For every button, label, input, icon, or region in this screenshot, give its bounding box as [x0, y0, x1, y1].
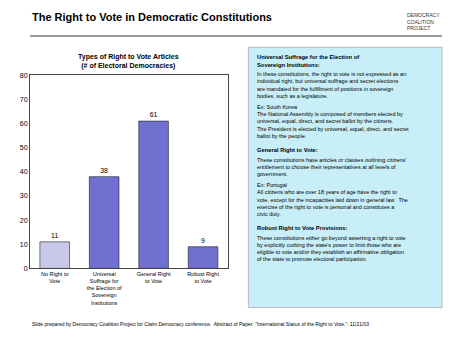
svg-text:10: 10 [20, 241, 28, 248]
svg-text:20: 20 [20, 217, 28, 224]
svg-text:by explicitly curbing the stat: by explicitly curbing the state's power … [257, 242, 401, 248]
svg-text:Types of Right to Vote Article: Types of Right to Vote Articles(# of Ele… [78, 53, 179, 70]
svg-text:universal, equal, direct, and: universal, equal, direct, and secret bal… [257, 118, 395, 124]
svg-text:Robust Right to Vote Provision: Robust Right to Vote Provisions: [257, 225, 347, 231]
svg-text:In these constitutions, the ri: In these constitutions, the right to vot… [257, 71, 406, 77]
svg-text:40: 40 [20, 168, 28, 175]
svg-text:Sovereign Institutions:: Sovereign Institutions: [257, 62, 320, 68]
svg-text:38: 38 [100, 167, 108, 174]
svg-text:0: 0 [24, 265, 28, 272]
svg-text:civic duty.: civic duty. [257, 211, 281, 217]
svg-text:ballot by the people.: ballot by the people. [257, 133, 307, 139]
svg-text:61: 61 [150, 111, 158, 118]
svg-text:These constitutions either go: These constitutions either go beyond ass… [257, 235, 406, 241]
svg-text:All citizens who are over 18 y: All citizens who are over 18 years of ag… [257, 189, 397, 195]
svg-text:General Rightto Vote: General Rightto Vote [137, 271, 171, 284]
svg-text:of the state to promote electo: of the state to promote electoral partic… [257, 256, 368, 262]
svg-text:Ex: South Korea: Ex: South Korea [257, 104, 298, 110]
svg-text:60: 60 [20, 120, 28, 127]
svg-text:Slide prepared by Democracy Co: Slide prepared by Democracy Coalition Pr… [32, 321, 369, 327]
svg-text:50: 50 [20, 144, 28, 151]
svg-text:vote, except for the incapacit: vote, except for the incapacities laid d… [257, 197, 408, 203]
svg-text:30: 30 [20, 192, 28, 199]
svg-text:Robust Rightto Vote: Robust Rightto Vote [187, 271, 219, 284]
svg-text:80: 80 [20, 72, 28, 79]
svg-text:DEMOCRACYCOALITIONPROJECT: DEMOCRACYCOALITIONPROJECT [407, 12, 440, 31]
svg-text:UniversalSuffrage forthe Elect: UniversalSuffrage forthe Election ofSove… [87, 271, 122, 306]
svg-text:The Right to Vote in Democrati: The Right to Vote in Democratic Constitu… [32, 11, 272, 23]
svg-text:individual right, but universa: individual right, but universal suffrage… [257, 78, 398, 84]
svg-text:exercise of the right to vote: exercise of the right to vote is persona… [257, 204, 395, 210]
svg-text:Universal Suffrage for the Ele: Universal Suffrage for the Election of [257, 54, 359, 60]
svg-text:The National Assembly is compo: The National Assembly is composed of mem… [257, 111, 403, 117]
svg-text:government.: government. [257, 171, 288, 177]
svg-text:No Right toVote: No Right toVote [41, 271, 69, 284]
svg-text:9: 9 [201, 237, 205, 244]
svg-text:General Right to Vote:: General Right to Vote: [257, 147, 318, 153]
svg-text:entitlement to choose their re: entitlement to choose their representati… [257, 164, 396, 170]
svg-text:The President is elected by un: The President is elected by universal, e… [257, 126, 409, 132]
svg-text:bodies, such as a legislature.: bodies, such as a legislature. [257, 93, 328, 99]
svg-text:These constitutions have artic: These constitutions have articles or cla… [257, 157, 406, 163]
svg-text:Ex: Portugal: Ex: Portugal [257, 182, 287, 188]
svg-text:eligible to vote and/or they e: eligible to vote and/or they establish a… [257, 249, 404, 255]
svg-text:70: 70 [20, 96, 28, 103]
svg-text:are mandated for the fulfillme: are mandated for the fulfillment of posi… [257, 86, 393, 92]
svg-text:11: 11 [51, 232, 58, 239]
